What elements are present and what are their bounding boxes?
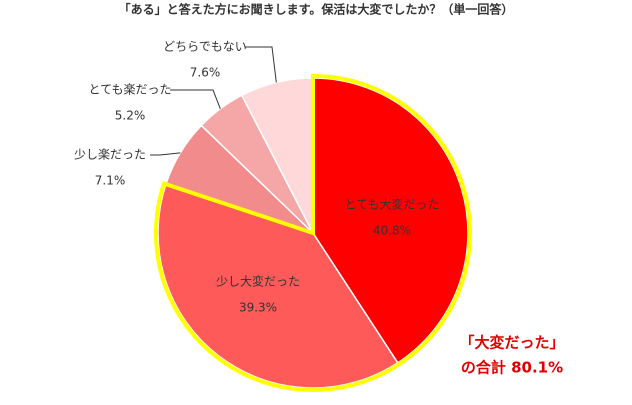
value-label: 39.3% <box>239 301 277 315</box>
highlight-outline <box>154 73 472 392</box>
slice-label: とても大変だった <box>344 197 439 212</box>
leader-line <box>245 46 277 83</box>
chart-title: 「ある」と答えた方にお聞きします。保活は大変でしたか？（単一回答） <box>119 2 514 17</box>
value-label: 7.1% <box>95 174 126 188</box>
slice-label: 少し大変だった <box>216 274 300 289</box>
value-label: 5.2% <box>115 109 146 123</box>
leader-line <box>170 89 221 109</box>
annotation: 「大変だった」 <box>459 334 564 352</box>
annotation: の合計 80.1% <box>461 359 563 377</box>
pie-slice <box>157 183 399 389</box>
value-label: 40.8% <box>373 224 411 238</box>
slice-label: どちらでもない <box>163 40 247 54</box>
value-label: 7.6% <box>190 66 221 80</box>
slice-label: 少し楽だった <box>74 148 146 162</box>
leader-line <box>150 152 181 156</box>
slice-label: とても楽だった <box>88 83 171 97</box>
